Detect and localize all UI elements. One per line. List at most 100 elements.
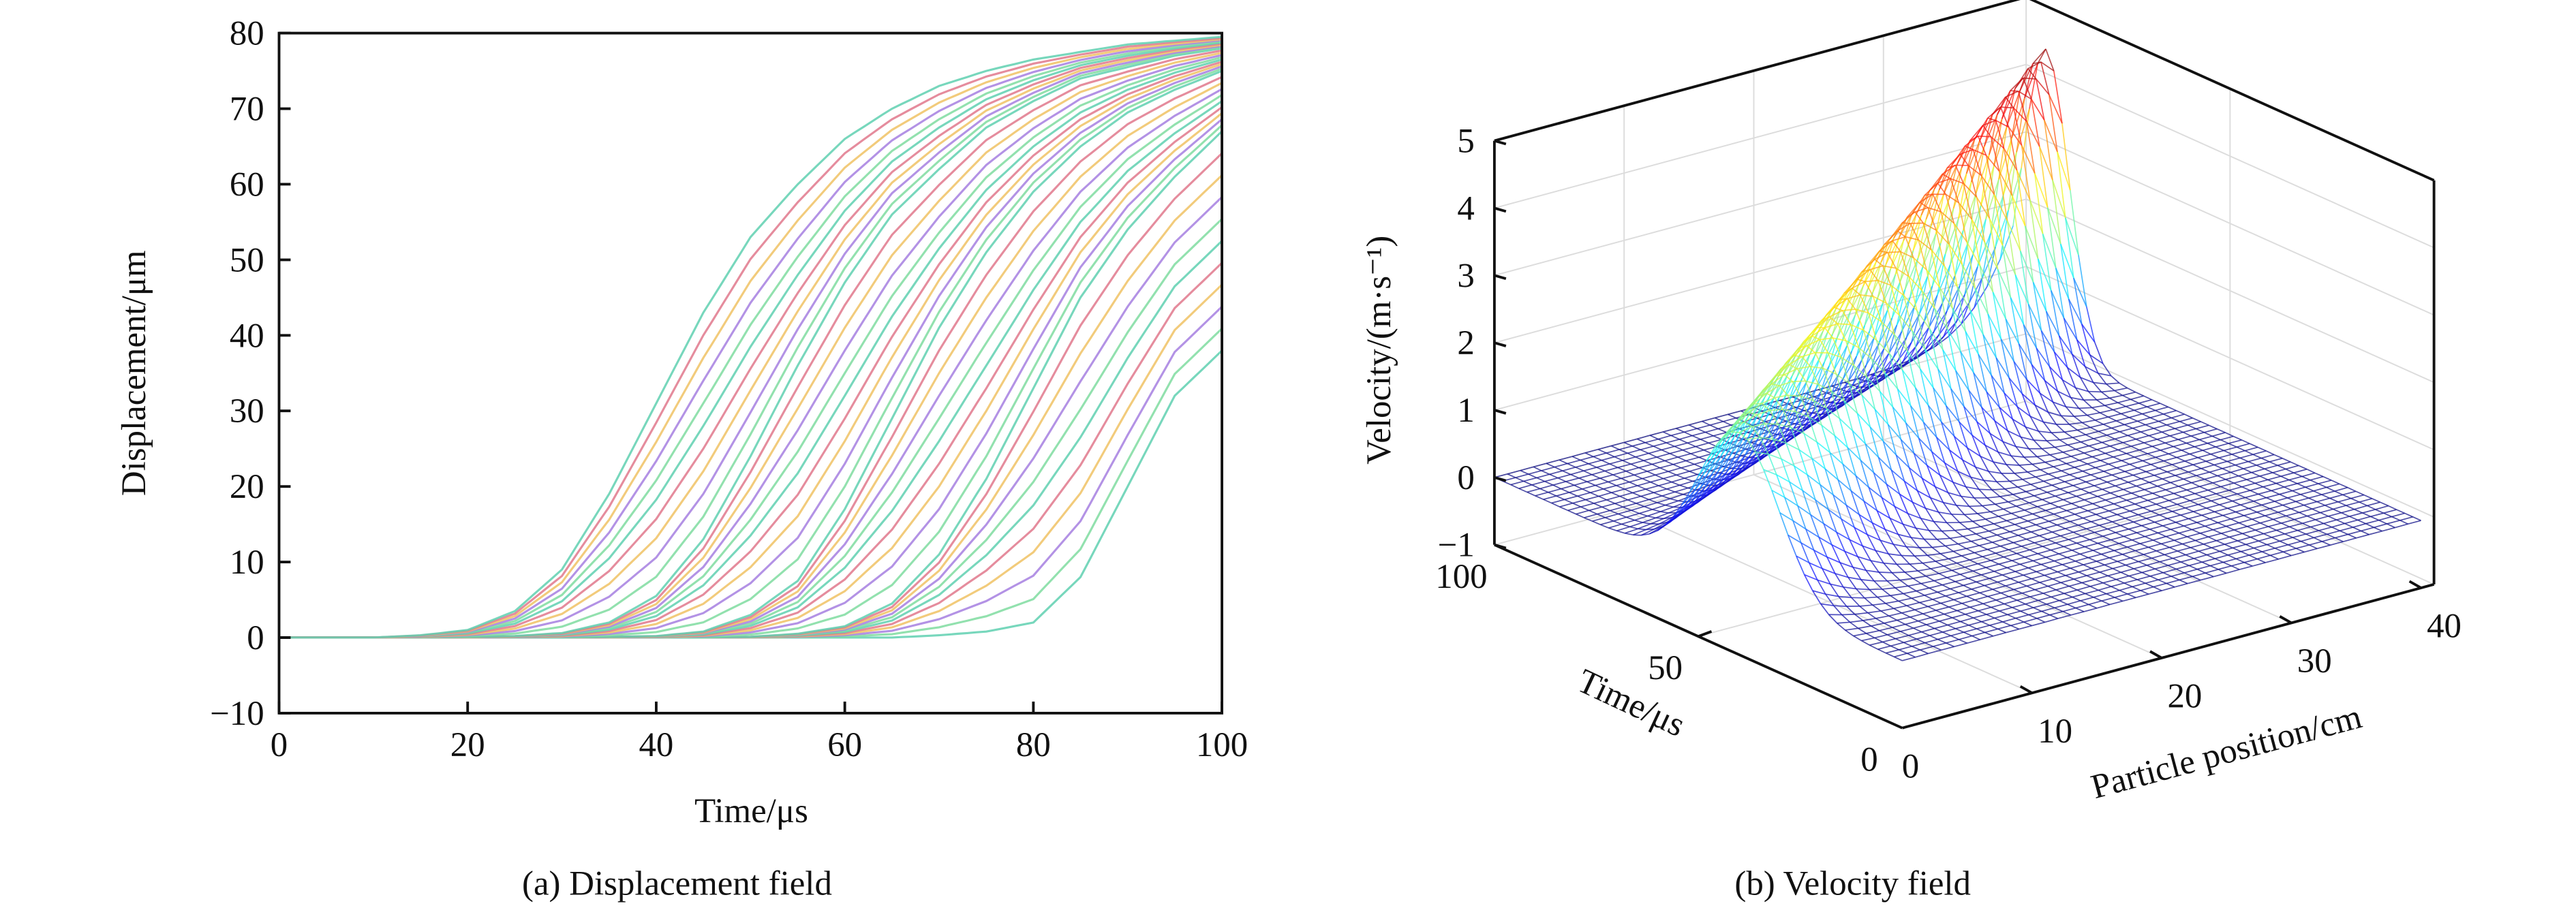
mesh-segment [1980,175,1991,219]
mesh-segment [1978,545,1988,550]
mesh-segment [2031,364,2041,394]
mesh-segment [2326,483,2340,488]
mesh-segment [2085,481,2095,486]
mesh-segment [1991,375,2005,394]
mesh-segment [2036,571,2045,576]
mesh-segment [2008,596,2018,601]
mesh-segment [2055,495,2064,501]
mesh-segment [1819,339,1829,354]
mesh-segment [2069,422,2083,425]
mesh-segment [2012,108,2023,146]
mesh-segment [1985,155,2000,172]
mesh-segment [2186,489,2196,495]
mesh-segment [1886,484,1896,507]
mesh-segment [1993,194,2008,221]
mesh-segment [2309,541,2322,546]
mesh-segment [1755,452,1764,470]
mesh-segment [2278,512,2286,517]
mesh-segment [1723,420,1732,426]
mesh-segment [2166,532,2179,537]
mesh-segment [1649,530,1658,535]
mesh-segment [1909,562,1923,565]
mesh-segment [1710,420,1723,426]
mesh-segment [2100,506,2110,512]
mesh-segment [1877,456,1892,471]
mesh-segment [1895,454,1905,482]
mesh-segment [2055,589,2065,595]
x-tick-label: 60 [827,726,862,764]
mesh-segment [2062,452,2072,457]
mesh-segment [2171,464,2181,469]
mesh-segment [1989,218,1999,270]
mesh-segment [1978,606,1991,612]
mesh-segment [1935,561,1944,567]
mesh-segment [1907,585,1917,592]
mesh-segment [1897,342,1912,361]
mesh-segment [1946,153,1961,169]
mesh-segment [2121,503,2136,508]
mesh-segment [1730,421,1745,433]
mesh-segment [2215,554,2228,559]
mesh-segment [1919,193,1933,203]
mesh-segment [1803,385,1812,409]
mesh-segment [1591,470,1606,475]
mesh-segment [2005,96,2014,108]
mesh-segment [2194,489,2209,495]
mesh-segment [1626,516,1635,521]
mesh-segment [2056,473,2070,479]
mesh-segment [2059,488,2069,493]
mesh-segment [2002,571,2016,576]
mesh-segment [1757,419,1772,439]
mesh-segment [1743,421,1753,428]
mesh-segment [2085,542,2098,548]
mesh-segment [2205,525,2213,531]
mesh-segment [2300,490,2314,495]
mesh-segment [2090,424,2104,428]
mesh-segment [1638,523,1651,530]
mesh-segment [1937,512,1948,523]
mesh-segment [1693,463,1703,469]
mesh-segment [1873,311,1888,338]
mesh-segment [1895,268,1905,296]
mesh-segment [2040,563,2050,569]
mesh-segment [2024,63,2034,98]
mesh-segment [2032,510,2046,515]
mesh-segment [2132,586,2141,591]
z-tick-mark [1494,409,1507,415]
mesh-segment [1862,546,1871,561]
mesh-segment [1976,625,1990,629]
mesh-segment [2119,427,2133,433]
mesh-segment [2007,430,2017,447]
mesh-segment [1973,617,1982,623]
mesh-segment [2081,582,2091,587]
mesh-segment [2005,319,2015,362]
mesh-segment [2078,525,2087,530]
mesh-segment [2250,536,2259,542]
mesh-segment [2245,544,2254,549]
mesh-segment [2070,456,2080,461]
mesh-segment [2203,497,2212,502]
mesh-segment [1580,503,1594,507]
mesh-segment [1790,405,1799,426]
mesh-segment [1574,481,1588,486]
mesh-segment [2057,458,2067,465]
mesh-segment [2080,377,2094,383]
mesh-segment [1950,514,1961,523]
mesh-segment [2064,429,2078,433]
mesh-segment [1901,612,1911,618]
mesh-segment [1910,616,1919,622]
mesh-segment [2023,527,2031,533]
mesh-segment [2187,579,2201,584]
mesh-segment [2052,531,2061,537]
mesh-segment [1932,595,1946,600]
mesh-segment [1983,480,1993,490]
mesh-segment [1780,355,1795,370]
mesh-segment [1771,383,1780,387]
mesh-segment [1796,555,1810,563]
mesh-segment [1679,484,1689,489]
mesh-segment [2213,529,2222,534]
mesh-segment [2174,539,2183,545]
mesh-segment [2024,510,2033,515]
mesh-segment [1712,455,1727,473]
mesh-segment [1515,473,1529,478]
